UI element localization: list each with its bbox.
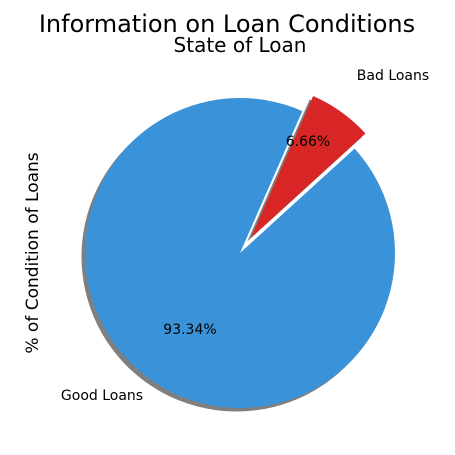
slice-bad-loans [250, 95, 366, 238]
slice-label-good-loans: Good Loans [61, 388, 143, 404]
pie-slices [84, 95, 395, 409]
pct-label-good-loans: 93.34% [163, 322, 216, 338]
slice-good-loans [84, 97, 395, 409]
chart-title: State of Loan [174, 33, 307, 57]
slice-label-bad-loans: Bad Loans [357, 68, 429, 84]
pct-label-bad-loans: 6.66% [286, 134, 330, 150]
figure-suptitle: Information on Loan Conditions [39, 10, 415, 38]
y-axis-label: % of Condition of Loans [23, 152, 43, 353]
